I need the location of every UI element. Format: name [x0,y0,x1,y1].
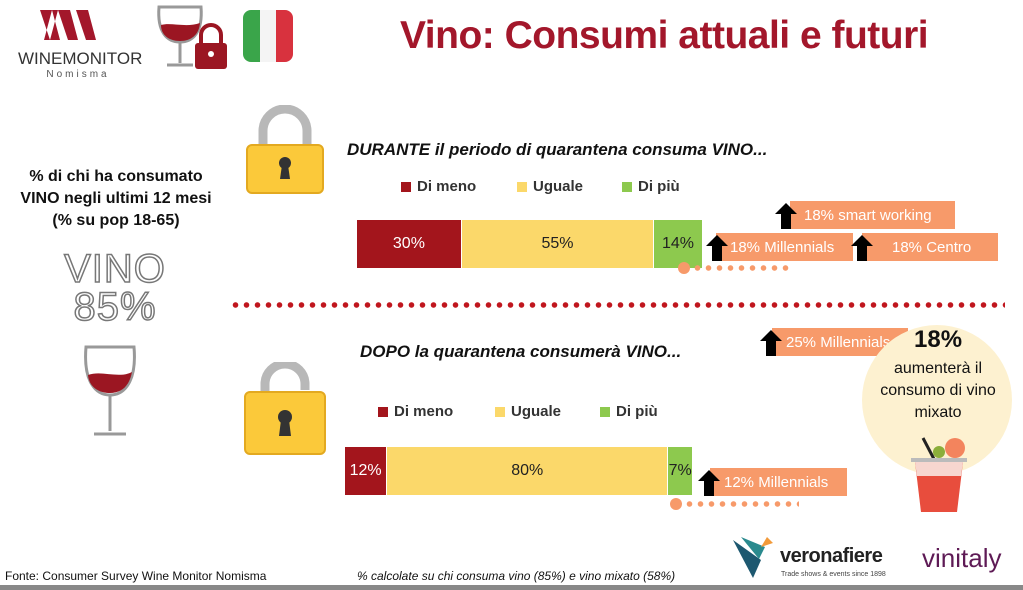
vinitaly-logo: vinitaly [922,543,1002,573]
legend-label: Di meno [394,403,454,420]
bar-segment-di-più: 7% [668,447,693,495]
mixato-value: 18% [914,326,963,353]
legend-label: Di meno [417,178,477,195]
bar-segment-uguale: 80% [387,447,669,495]
vino-label: VINO [63,247,166,291]
up-arrow-icon [706,235,728,261]
title-rest: il periodo di quarantena consuma VINO... [430,140,768,159]
chart-title-during: DURANTE il periodo di quarantena consuma… [347,140,767,160]
stacked-bar-after: 12% 80% 7% [345,447,693,495]
veronafiere-text: veronafiere [780,545,883,567]
wine-glass-icon [80,345,140,445]
wine-glass-lock-icon [155,5,235,75]
legend-item: Di più [600,403,680,420]
stacked-bar-during: 30% 55% 14% [357,220,703,268]
legend-swatch [495,406,505,417]
callout-centro: 18% Centro [862,233,998,261]
up-arrow-icon [851,235,873,261]
footnote-text: % calcolate su chi consuma vino (85%) e … [357,569,676,583]
up-arrow-icon [698,470,720,496]
bar-segment-di-più: 14% [654,220,703,268]
legend-swatch [622,181,632,192]
legend-item: Di meno [378,403,495,420]
caption-line: VINO negli ultimi 12 mesi [20,190,212,207]
bar-segment-di-meno: 30% [357,220,462,268]
legend-item: Di più [622,178,702,195]
population-caption: % di chi ha consumato VINO negli ultimi … [0,166,232,232]
callout-millennials-mixato: 12% Millennials [710,468,847,496]
callout-smart-working: 18% smart working [790,201,955,229]
section-separator [230,302,1005,308]
callout-millennials-during: 18% Millennials [716,233,853,261]
closed-padlock-icon [245,104,325,200]
data-label: 12% [349,462,382,479]
source-text: Fonte: Consumer Survey Wine Monitor Nomi… [5,569,267,583]
winemonitor-mark-icon [40,10,96,40]
up-arrow-icon [775,203,797,229]
vino-stat: VINO 85% [30,247,200,329]
legend-swatch [600,406,610,417]
up-arrow-icon [760,330,782,356]
bar-segment-uguale: 55% [461,220,655,268]
vino-value: 85% [73,285,157,329]
data-label: 7% [668,462,692,479]
data-label: 30% [392,235,425,252]
bottom-bar [0,585,1023,590]
title-strong: DOPO [360,342,411,361]
legend-swatch [401,181,411,192]
winemonitor-logo: WINEMONITOR Nomisma [18,8,143,80]
legend-item: Di meno [401,178,517,195]
legend-label: Uguale [533,178,584,195]
legend-label: Di più [638,178,680,195]
dotted-connector [684,501,799,507]
veronafiere-subtext: Trade shows & events since 1898 [781,571,886,578]
legend-swatch [517,181,527,192]
logo-subtext: Nomisma [46,69,110,80]
legend-label: Uguale [511,403,562,420]
mixato-text: aumenterà il consumo di vino mixato [880,360,996,421]
title-rest: la quarantena consumerà VINO... [410,342,682,361]
bar-segment-di-meno: 12% [345,447,388,495]
caption-line: (% su pop 18-65) [52,212,180,229]
veronafiere-logo-icon [733,535,778,585]
data-label: 80% [511,462,544,479]
italy-flag-icon [243,10,293,62]
legend-swatch [378,406,388,417]
logo-text: WINEMONITOR [18,49,143,68]
dot-marker [678,262,690,274]
chart-title-after: DOPO la quarantena consumerà VINO... [360,342,681,362]
legend-item: Uguale [517,178,622,195]
open-padlock-icon [243,359,328,462]
caption-line: % di chi ha consumato [29,168,203,185]
data-label: 55% [541,235,574,252]
legend-after: Di meno Uguale Di più [378,403,680,420]
legend-during: Di meno Uguale Di più [401,178,702,195]
data-label: 14% [662,235,695,252]
page-title: Vino: Consumi attuali e futuri [400,14,929,57]
dot-marker [670,498,682,510]
title-strong: DURANTE [347,140,431,159]
dotted-connector [692,265,792,271]
legend-item: Uguale [495,403,600,420]
cocktail-icon [905,436,975,521]
legend-label: Di più [616,403,658,420]
